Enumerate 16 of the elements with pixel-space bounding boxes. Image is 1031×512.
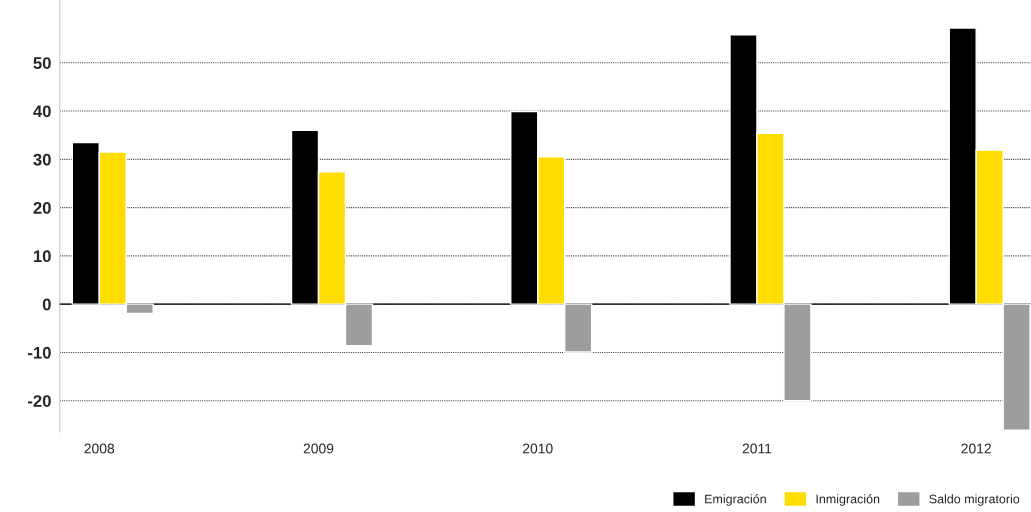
y-tick-label: 40	[33, 105, 51, 118]
x-tick-label: 2010	[522, 443, 553, 454]
legend-label: Saldo migratorio	[929, 494, 1020, 506]
x-tick-label: 2012	[961, 443, 991, 454]
x-tick-label: 2008	[84, 443, 115, 454]
y-tick-label: -20	[28, 395, 51, 407]
x-tick-label: 2011	[742, 443, 772, 454]
y-tick-label: 10	[33, 250, 51, 263]
legend-label: Inmigración	[816, 494, 880, 506]
legend-label: Emigración	[705, 494, 766, 506]
y-tick-label: 20	[33, 202, 51, 214]
y-tick-label: 30	[33, 153, 51, 166]
x-tick-label: 2009	[303, 443, 334, 454]
y-tick-label: -10	[28, 346, 51, 359]
y-tick-label: 50	[33, 57, 51, 69]
y-tick-label: 0	[42, 298, 51, 311]
